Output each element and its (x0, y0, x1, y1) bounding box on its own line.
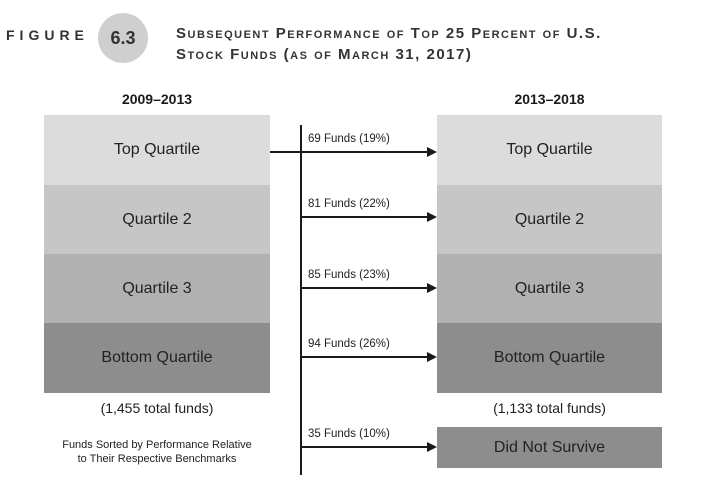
title-line-1: Subsequent Performance of Top 25 Percent… (176, 25, 602, 42)
title-line-2: Stock Funds (as of March 31, 2017) (176, 46, 473, 63)
left-quartile-2: Quartile 2 (44, 185, 270, 254)
flow-label-4: 94 Funds (26%) (308, 338, 390, 350)
left-top-quartile-label: Top Quartile (113, 141, 201, 158)
right-period-heading: 2013–2018 (514, 91, 585, 107)
arrowhead-5 (427, 442, 437, 452)
left-bottom-quartile: Bottom Quartile (44, 323, 270, 393)
right-quartile-3: Quartile 3 (437, 254, 662, 323)
left-quartile-3-label: Quartile 3 (122, 279, 192, 297)
arrowhead-2 (427, 212, 437, 222)
flow-label-5: 35 Funds (10%) (308, 428, 390, 440)
figure-number: 6.3 (110, 27, 136, 48)
right-bottom-quartile: Bottom Quartile (437, 323, 662, 393)
right-quartile-3-label: Quartile 3 (514, 279, 585, 297)
arrowhead-4 (427, 352, 437, 362)
sorting-note-line-1: Funds Sorted by Performance Relative (62, 439, 252, 451)
sorting-note: Funds Sorted by Performance Relative to … (30, 438, 284, 466)
left-quartile-2-label: Quartile 2 (122, 210, 192, 228)
right-top-quartile: Top Quartile (437, 115, 662, 185)
right-quartile-2: Quartile 2 (437, 185, 662, 254)
figure-number-badge: 6.3 (98, 13, 148, 63)
sorting-note-line-2: to Their Respective Benchmarks (77, 453, 237, 465)
flow-label-1: 69 Funds (19%) (308, 133, 390, 145)
left-total-funds: (1,455 total funds) (100, 400, 214, 416)
arrowhead-1 (427, 147, 437, 157)
figure-title: Subsequent Performance of Top 25 Percent… (176, 23, 602, 65)
left-period-heading: 2009–2013 (121, 91, 193, 107)
flow-label-2: 81 Funds (22%) (308, 198, 390, 210)
figure-label: Figure (6, 27, 89, 43)
flow-label-3: 85 Funds (23%) (308, 269, 390, 281)
right-quartile-2-label: Quartile 2 (514, 210, 585, 228)
left-top-quartile: Top Quartile (44, 115, 270, 185)
did-not-survive-box: Did Not Survive (437, 427, 662, 468)
right-bottom-quartile-label: Bottom Quartile (493, 349, 606, 366)
right-top-quartile-label: Top Quartile (506, 141, 593, 158)
right-total-funds: (1,133 total funds) (493, 400, 606, 416)
left-bottom-quartile-label: Bottom Quartile (101, 349, 213, 366)
did-not-survive-label: Did Not Survive (493, 438, 606, 456)
left-quartile-3: Quartile 3 (44, 254, 270, 323)
arrowhead-3 (427, 283, 437, 293)
